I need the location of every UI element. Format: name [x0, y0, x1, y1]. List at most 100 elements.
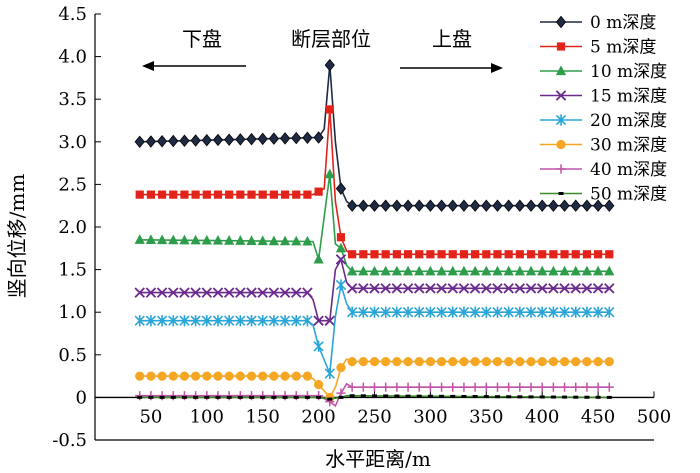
- data-point: [548, 283, 559, 294]
- y-tick-label: 1.0: [58, 302, 87, 323]
- data-point: [324, 367, 335, 380]
- x-tick-label: 450: [581, 406, 615, 427]
- data-point: [282, 395, 288, 399]
- data-point: [336, 362, 346, 373]
- data-point: [190, 234, 201, 245]
- data-point: [235, 235, 246, 245]
- data-point: [559, 382, 570, 392]
- data-point: [156, 287, 168, 298]
- data-point: [528, 395, 534, 399]
- data-point: [573, 395, 579, 399]
- data-point: [381, 357, 391, 367]
- data-point: [336, 233, 346, 242]
- data-point: [201, 315, 212, 327]
- data-point: [458, 199, 470, 212]
- data-point: [246, 391, 257, 401]
- data-point: [470, 199, 481, 212]
- y-tick-label: 2.5: [58, 174, 87, 195]
- data-point: [370, 250, 379, 259]
- data-point: [235, 315, 246, 327]
- data-point: [145, 135, 157, 148]
- y-tick-label: -0.5: [52, 430, 87, 451]
- data-point: [179, 315, 190, 327]
- data-point: [482, 250, 491, 259]
- data-point: [358, 199, 369, 212]
- data-point: [447, 283, 458, 294]
- data-point: [168, 391, 178, 401]
- data-point: [257, 315, 268, 327]
- data-point: [481, 283, 492, 294]
- y-tick-label: 4.5: [58, 4, 87, 25]
- data-point: [212, 315, 224, 327]
- x-tick-label: 100: [190, 406, 224, 427]
- data-point: [604, 283, 615, 294]
- data-point: [292, 190, 301, 199]
- data-point: [302, 131, 313, 145]
- data-point: [470, 357, 480, 367]
- data-point: [224, 391, 234, 401]
- data-point: [402, 265, 414, 276]
- x-tick-label: 50: [139, 406, 162, 427]
- data-point: [492, 382, 503, 392]
- data-point: [584, 395, 590, 399]
- data-point: [246, 132, 257, 146]
- data-point: [313, 315, 324, 326]
- data-point: [459, 382, 469, 392]
- data-point: [180, 190, 189, 199]
- y-tick-label: 1.5: [58, 260, 87, 281]
- data-point: [369, 283, 380, 294]
- data-point: [314, 187, 323, 196]
- data-point: [346, 306, 358, 318]
- data-point: [570, 306, 581, 318]
- data-point: [226, 395, 232, 399]
- data-point: [179, 234, 190, 245]
- data-point: [291, 235, 302, 246]
- data-point: [215, 395, 221, 399]
- data-point: [179, 134, 190, 147]
- data-point: [360, 394, 366, 398]
- data-point: [145, 315, 157, 327]
- data-point: [459, 250, 469, 259]
- data-point: [134, 287, 145, 298]
- data-point: [525, 283, 537, 294]
- data-point: [570, 199, 581, 212]
- data-point: [581, 306, 593, 318]
- data-point: [415, 250, 424, 259]
- data-point: [302, 315, 313, 327]
- data-point: [436, 199, 447, 212]
- data-point: [403, 357, 413, 367]
- data-point: [148, 395, 154, 399]
- legend-marker: [555, 114, 567, 126]
- data-point: [481, 357, 491, 367]
- data-point: [506, 395, 512, 399]
- data-point: [190, 315, 201, 327]
- data-point: [269, 391, 279, 401]
- series-line: [139, 65, 610, 207]
- data-point: [525, 265, 537, 276]
- data-point: [137, 395, 143, 399]
- data-point: [202, 391, 212, 401]
- data-point: [369, 382, 380, 392]
- legend-label: 50 m深度: [590, 185, 667, 205]
- data-point: [548, 199, 559, 212]
- data-point: [335, 279, 347, 291]
- series-line: [139, 394, 610, 400]
- data-point: [592, 199, 604, 212]
- annotations: 下盘 断层部位 上盘: [142, 27, 503, 73]
- data-point: [348, 250, 357, 259]
- data-point: [436, 306, 447, 318]
- data-point: [247, 190, 256, 199]
- legend: 0 m深度 5 m深度 10 m深度 15 m深度 20 m深度 30 m深度 40 m深度…: [540, 13, 667, 205]
- data-point: [225, 190, 234, 199]
- data-point: [191, 190, 200, 199]
- data-point: [359, 250, 368, 259]
- data-point: [450, 394, 456, 398]
- data-point: [169, 190, 178, 199]
- data-point: [392, 250, 401, 259]
- series-layer: [134, 58, 615, 408]
- data-point: [593, 357, 603, 367]
- data-point: [179, 287, 190, 298]
- data-point: [581, 283, 593, 294]
- data-point: [548, 357, 558, 367]
- data-point: [313, 340, 324, 352]
